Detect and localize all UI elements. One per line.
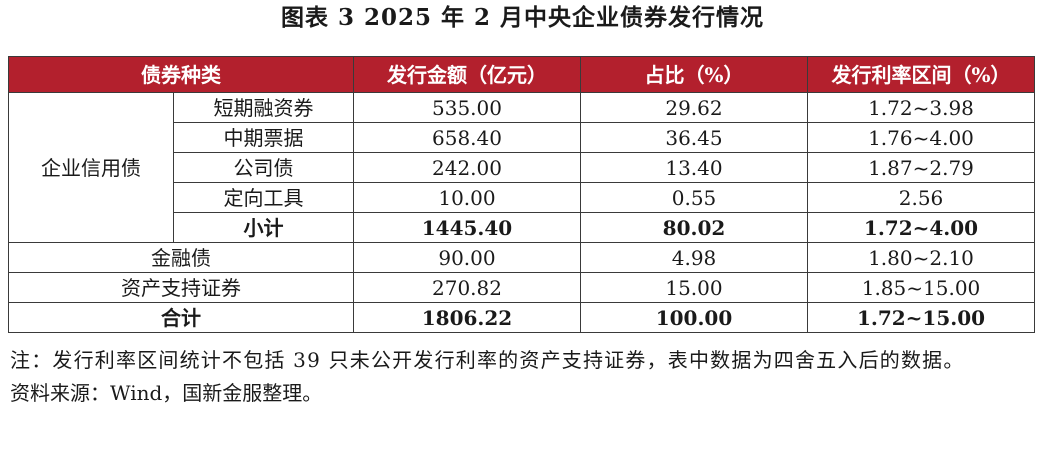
row-rate: 2.56 [807, 182, 1035, 213]
subtotal-share: 80.02 [580, 212, 808, 243]
total-amount: 1806.22 [353, 302, 581, 333]
row-amount: 242.00 [353, 152, 581, 183]
total-row: 合计 1806.22 100.00 1.72~15.00 [8, 302, 1035, 333]
row-rate: 1.76~4.00 [807, 122, 1035, 153]
subtotal-row: 小计 1445.40 80.02 1.72~4.00 [9, 212, 1035, 243]
row-amount: 658.40 [353, 122, 581, 153]
row-name: 资产支持证券 [8, 272, 354, 303]
row-rate: 1.85~15.00 [807, 272, 1035, 303]
subtotal-rate: 1.72~4.00 [807, 212, 1035, 243]
page-title: 图表 3 2025 年 2 月中央企业债券发行情况 [280, 4, 765, 31]
row-amount: 10.00 [353, 182, 581, 213]
row-amount: 90.00 [353, 242, 581, 273]
row-amount: 270.82 [353, 272, 581, 303]
table-row: 金融债 90.00 4.98 1.80~2.10 [8, 242, 1035, 273]
footnote-source: 资料来源：Wind，国新金服整理。 [10, 381, 323, 405]
total-label: 合计 [8, 302, 354, 333]
row-share: 36.45 [580, 122, 808, 153]
table-row: 资产支持证券 270.82 15.00 1.85~15.00 [8, 272, 1035, 303]
header-rate-range: 发行利率区间（%） [807, 56, 1035, 93]
table-row: 企业信用债 短期融资券 535.00 29.62 1.72~3.98 [8, 92, 1035, 243]
header-amount: 发行金额（亿元） [353, 56, 581, 93]
row-name: 公司债 [173, 152, 354, 183]
row-rate: 1.80~2.10 [807, 242, 1035, 273]
row-amount: 535.00 [353, 92, 581, 123]
total-share: 100.00 [580, 302, 808, 333]
row-name: 短期融资券 [173, 92, 354, 123]
row-name: 中期票据 [173, 122, 354, 153]
footnote-note: 注：发行利率区间统计不包括 39 只未公开发行利率的资产支持证券，表中数据为四舍… [10, 348, 965, 372]
row-name: 金融债 [8, 242, 354, 273]
footnotes: 注：发行利率区间统计不包括 39 只未公开发行利率的资产支持证券，表中数据为四舍… [10, 344, 1035, 410]
row-share: 13.40 [580, 152, 808, 183]
bond-issuance-table: 债券种类 发行金额（亿元） 占比（%） 发行利率区间（%） 企业信用债 短期融资… [8, 56, 1035, 333]
table-header-row: 债券种类 发行金额（亿元） 占比（%） 发行利率区间（%） [8, 56, 1035, 93]
total-rate: 1.72~15.00 [807, 302, 1035, 333]
row-share: 15.00 [580, 272, 808, 303]
group-label-corporate-credit: 企业信用债 [8, 92, 174, 243]
header-bond-type: 债券种类 [8, 56, 354, 93]
header-share: 占比（%） [580, 56, 808, 93]
table-row: 定向工具 10.00 0.55 2.56 [9, 182, 1035, 213]
row-rate: 1.87~2.79 [807, 152, 1035, 183]
row-name: 定向工具 [173, 182, 354, 213]
row-rate: 1.72~3.98 [807, 92, 1035, 123]
subtotal-label: 小计 [173, 212, 354, 243]
row-share: 29.62 [580, 92, 808, 123]
row-share: 4.98 [580, 242, 808, 273]
row-share: 0.55 [580, 182, 808, 213]
subtotal-amount: 1445.40 [353, 212, 581, 243]
